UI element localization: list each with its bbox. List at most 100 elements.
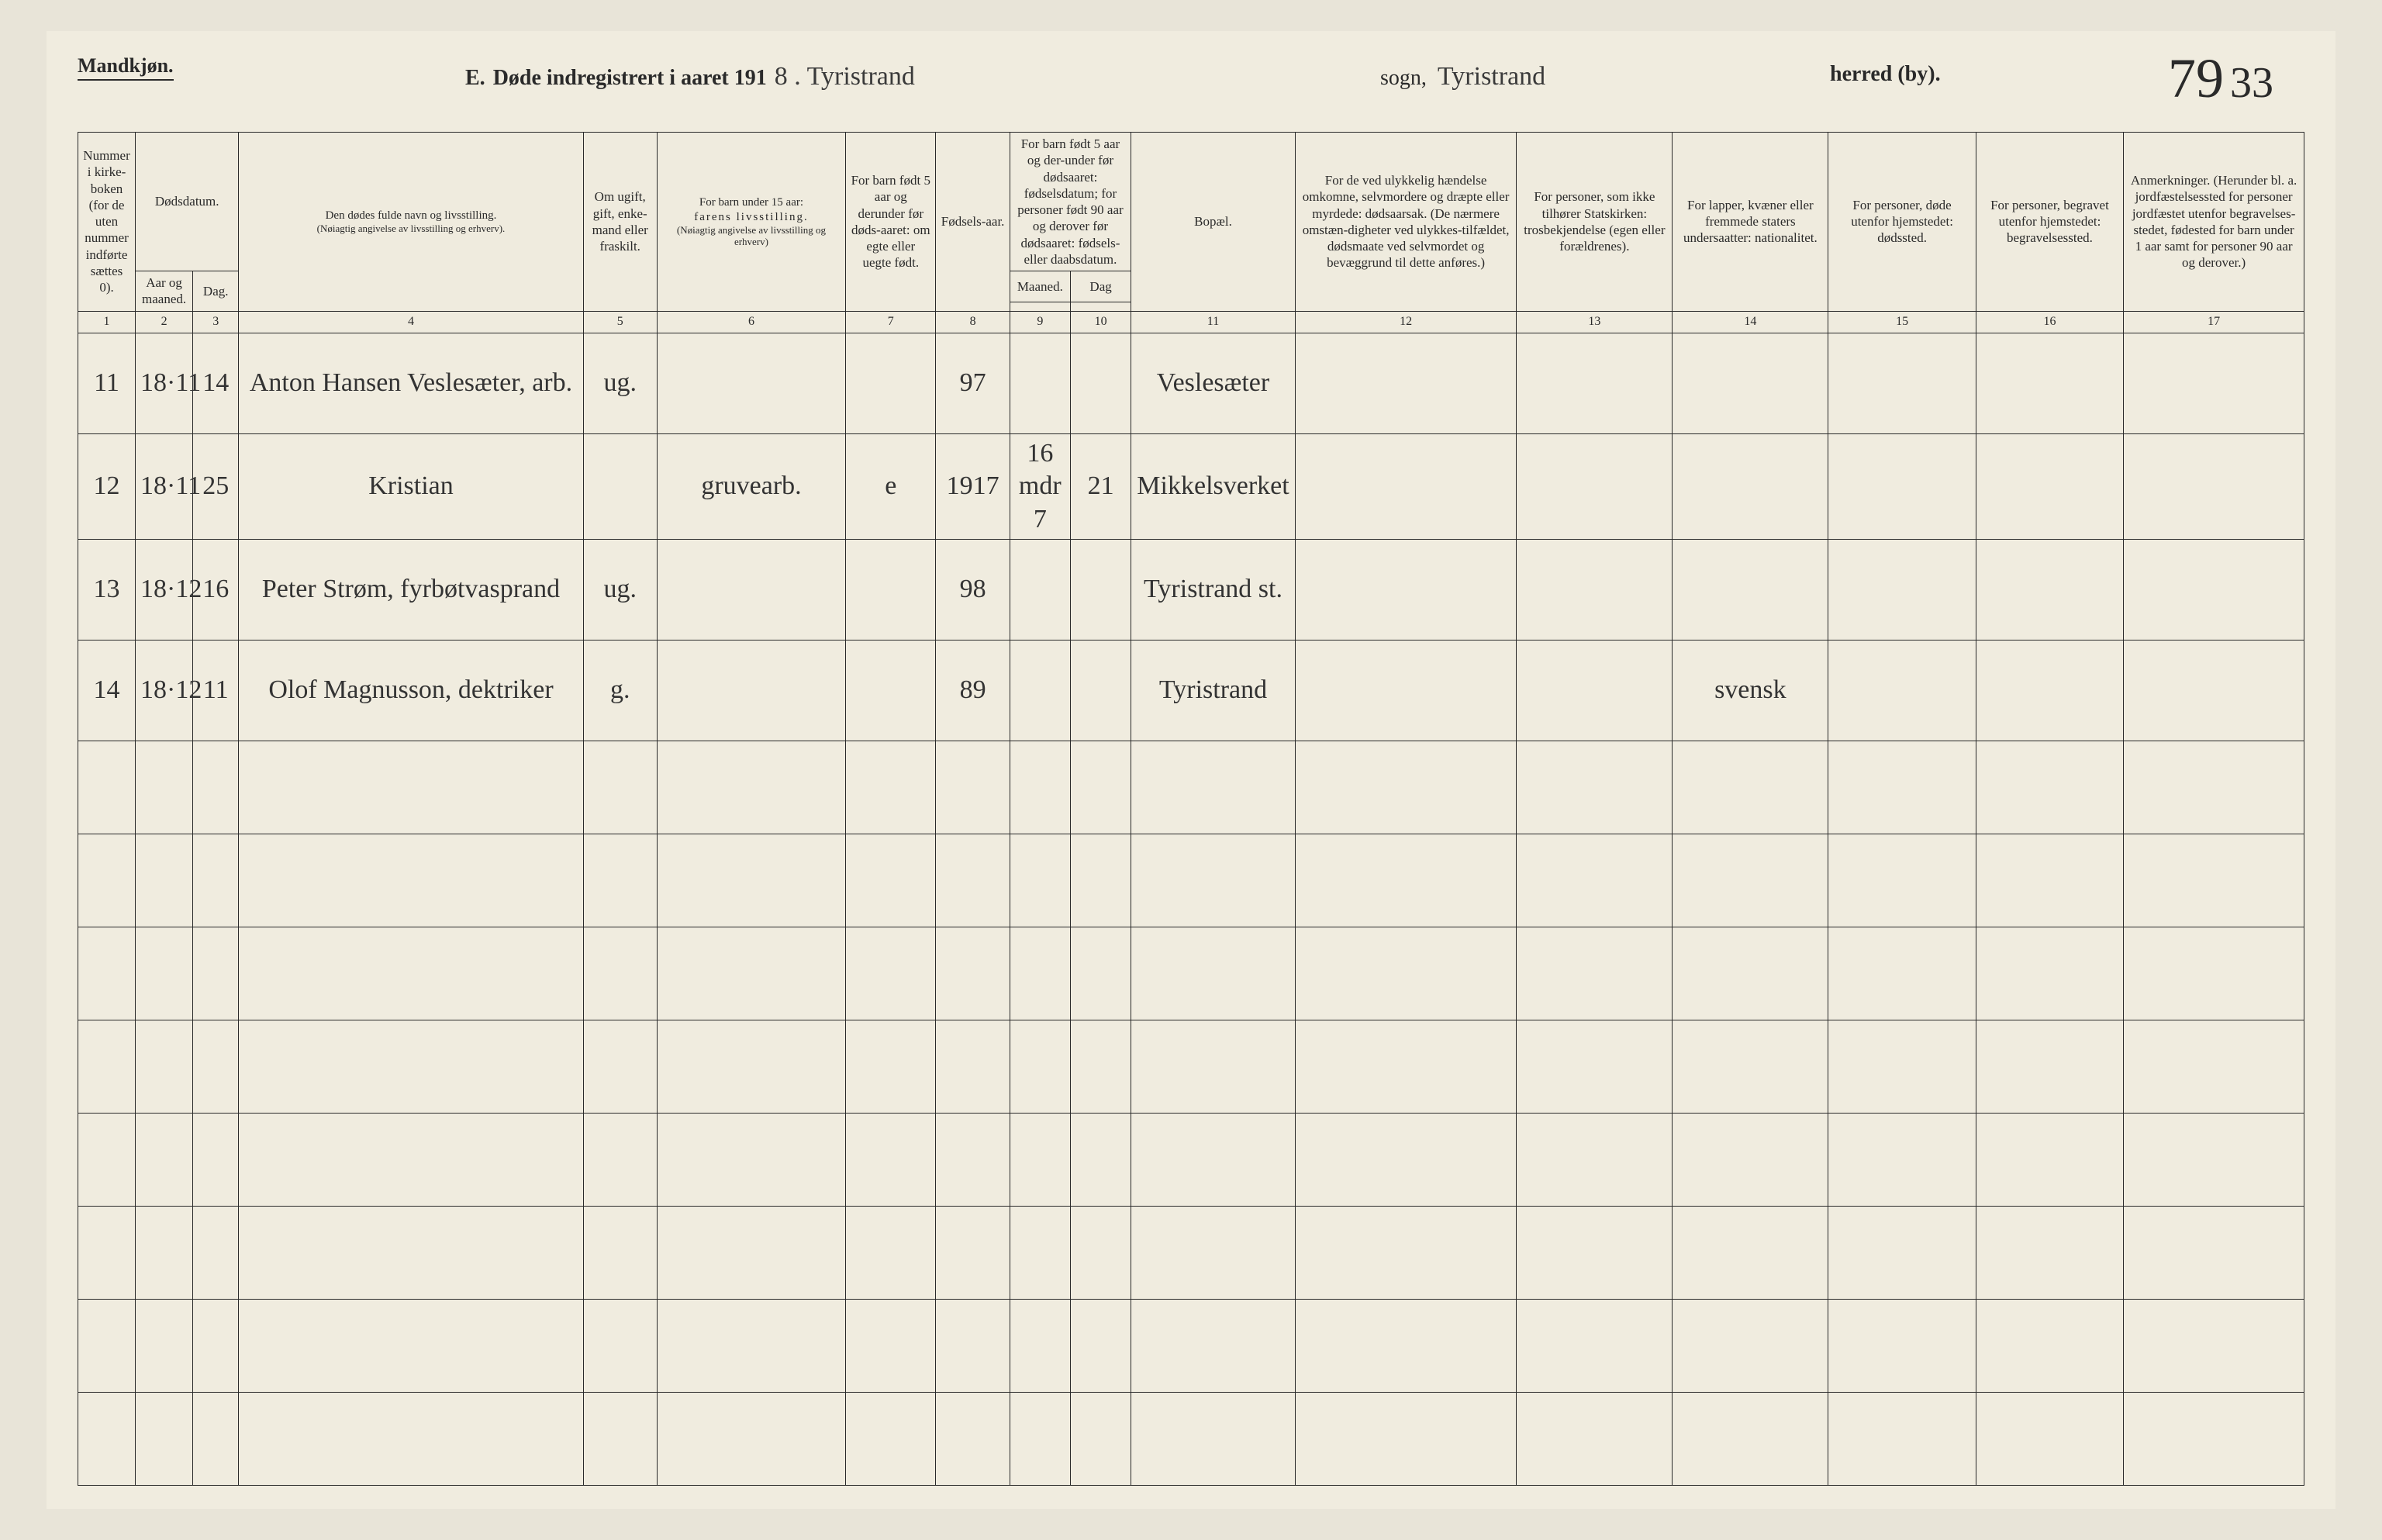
table-body: 1118·1114Anton Hansen Veslesæter, arb.ug…	[78, 333, 2304, 1486]
empty-cell	[1517, 1114, 1673, 1207]
father-occupation	[657, 333, 845, 433]
empty-cell	[239, 1114, 583, 1207]
colnum: 14	[1673, 311, 1828, 333]
burial-place	[1976, 641, 2123, 741]
empty-cell	[583, 1393, 657, 1486]
register-page: Mandkjøn. E. Døde indregistrert i aaret …	[47, 31, 2335, 1509]
empty-cell	[1976, 1207, 2123, 1300]
birth-day	[1070, 540, 1131, 641]
empty-cell	[936, 834, 1010, 927]
empty-cell	[136, 927, 193, 1020]
empty-cell	[583, 1300, 657, 1393]
sogn-value: Tyristrand	[1438, 62, 1545, 92]
gender-label: Mandkjøn.	[78, 54, 174, 81]
empty-cell	[846, 1114, 936, 1207]
table-row-empty	[78, 1393, 2304, 1486]
col-9-10-group: For barn født 5 aar og der-under før død…	[1010, 133, 1131, 271]
colnum: 15	[1828, 311, 1976, 333]
empty-cell	[193, 741, 239, 834]
empty-cell	[1070, 1393, 1131, 1486]
empty-cell	[1070, 1114, 1131, 1207]
col-1-header: Nummer i kirke-boken (for de uten nummer…	[78, 133, 136, 312]
colnum: 10	[1070, 311, 1131, 333]
creed	[1517, 333, 1673, 433]
marital-status: ug.	[583, 333, 657, 433]
colnum: 5	[583, 311, 657, 333]
empty-cell	[1517, 1207, 1673, 1300]
empty-cell	[1828, 1207, 1976, 1300]
empty-cell	[657, 834, 845, 927]
empty-cell	[1673, 1020, 1828, 1114]
marital-status: g.	[583, 641, 657, 741]
nationality	[1673, 433, 1828, 540]
colnum: 9	[1010, 311, 1070, 333]
empty-cell	[1673, 1393, 1828, 1486]
empty-cell	[193, 1300, 239, 1393]
empty-cell	[78, 927, 136, 1020]
empty-cell	[1131, 1393, 1296, 1486]
cause	[1295, 333, 1517, 433]
empty-cell	[1673, 834, 1828, 927]
empty-cell	[1295, 1020, 1517, 1114]
empty-cell	[1295, 834, 1517, 927]
empty-cell	[1010, 1020, 1070, 1114]
empty-cell	[136, 1207, 193, 1300]
empty-cell	[239, 1393, 583, 1486]
empty-cell	[1131, 1300, 1296, 1393]
table-row-empty	[78, 1114, 2304, 1207]
birth-year: 1917	[936, 433, 1010, 540]
name-occupation: Olof Magnusson, dektriker	[239, 641, 583, 741]
creed	[1517, 540, 1673, 641]
cause	[1295, 641, 1517, 741]
father-occupation: gruvearb.	[657, 433, 845, 540]
col-9-blank	[1010, 302, 1070, 311]
table-row: 1318·1216Peter Strøm, fyrbøtvasprandug.9…	[78, 540, 2304, 641]
residence: Mikkelsverket	[1131, 433, 1296, 540]
col-6-c: (Nøiagtig angivelse av livsstilling og e…	[662, 225, 841, 248]
empty-cell	[1828, 741, 1976, 834]
empty-cell	[1295, 1114, 1517, 1207]
empty-cell	[657, 1393, 845, 1486]
table-row-empty	[78, 1020, 2304, 1114]
row-number: 11	[78, 333, 136, 433]
year-month: 18·12	[136, 641, 193, 741]
residence: Tyristrand	[1131, 641, 1296, 741]
title-prefix: E.	[465, 66, 485, 91]
col-6-header: For barn under 15 aar: farens livsstilli…	[657, 133, 845, 312]
colnum: 11	[1131, 311, 1296, 333]
cause	[1295, 540, 1517, 641]
table-row: 1418·1211Olof Magnusson, dektrikerg.89Ty…	[78, 641, 2304, 741]
death-place	[1828, 333, 1976, 433]
empty-cell	[657, 1114, 845, 1207]
empty-cell	[1828, 1114, 1976, 1207]
page-number: 7933	[2168, 47, 2273, 111]
empty-cell	[846, 741, 936, 834]
name-occupation: Peter Strøm, fyrbøtvasprand	[239, 540, 583, 641]
empty-cell	[657, 1020, 845, 1114]
nationality	[1673, 333, 1828, 433]
empty-cell	[78, 1020, 136, 1114]
empty-cell	[657, 741, 845, 834]
empty-cell	[1673, 1207, 1828, 1300]
empty-cell	[1295, 1207, 1517, 1300]
nationality: svensk	[1673, 641, 1828, 741]
empty-cell	[78, 1393, 136, 1486]
name-occupation: Kristian	[239, 433, 583, 540]
empty-cell	[846, 927, 936, 1020]
empty-cell	[1010, 741, 1070, 834]
birth-year: 89	[936, 641, 1010, 741]
col-17-header: Anmerkninger. (Herunder bl. a. jordfæste…	[2124, 133, 2304, 312]
colnum: 6	[657, 311, 845, 333]
death-place	[1828, 540, 1976, 641]
col-12-header: For de ved ulykkelig hændelse omkomne, s…	[1295, 133, 1517, 312]
remarks	[2124, 540, 2304, 641]
colnum: 13	[1517, 311, 1673, 333]
empty-cell	[136, 1020, 193, 1114]
empty-cell	[78, 741, 136, 834]
empty-cell	[239, 1020, 583, 1114]
col-3-header: Dag.	[193, 271, 239, 312]
colnum: 7	[846, 311, 936, 333]
empty-cell	[1976, 1114, 2123, 1207]
empty-cell	[78, 1207, 136, 1300]
empty-cell	[846, 1393, 936, 1486]
